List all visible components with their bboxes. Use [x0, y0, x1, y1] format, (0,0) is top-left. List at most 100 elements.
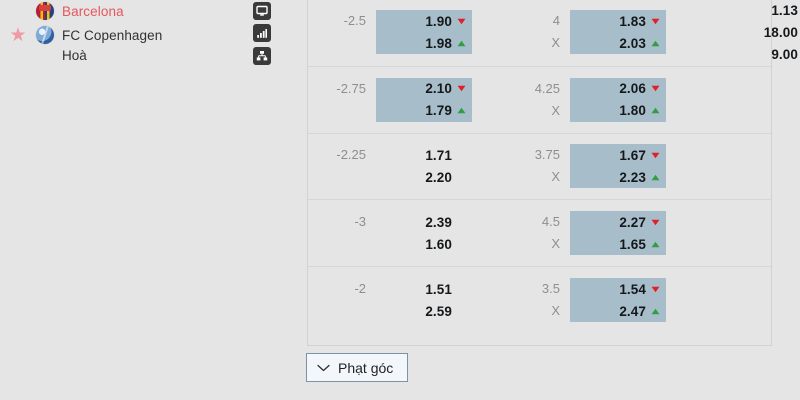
handicap-selection-1[interactable]: 1.90 — [376, 10, 472, 32]
handicap-line-labels: -2.75 — [330, 78, 366, 122]
arrow-down-icon — [651, 85, 660, 92]
chevron-down-icon — [317, 364, 330, 371]
total-odds-value: 1.65 — [619, 236, 646, 252]
odds-table-row: -2.25 1.71 2.20 3.75 X 1.67 2.23 — [308, 132, 771, 200]
handicap-line-spacer — [330, 300, 366, 322]
handicap-selection-2[interactable]: 2.59 — [376, 300, 472, 322]
arrow-up-icon — [457, 107, 466, 114]
moneyline-odds-value: 18.00 — [763, 24, 798, 40]
total-selection-1[interactable]: 1.83 — [570, 10, 666, 32]
handicap-odds-value: 2.20 — [425, 169, 452, 185]
total-odds-block: 1.54 2.47 — [570, 278, 666, 323]
favorite-star-button[interactable]: ★ — [0, 26, 36, 45]
handicap-odds-value: 1.60 — [425, 236, 452, 252]
total-selection-1[interactable]: 2.27 — [570, 211, 666, 233]
total-market-group: 4.5 X 2.27 1.65 — [530, 211, 666, 256]
handicap-odds-block: 2.10 1.79 — [376, 77, 472, 122]
total-selection-2[interactable]: 2.23 — [570, 166, 666, 188]
total-selection-1[interactable]: 1.67 — [570, 144, 666, 166]
total-odds-value: 2.27 — [619, 214, 646, 230]
home-team-name: Barcelona — [62, 3, 124, 19]
handicap-odds-block: 2.39 1.60 — [376, 211, 472, 255]
total-odds-value: 1.80 — [619, 103, 646, 119]
handicap-odds-block: 1.71 2.20 — [376, 144, 472, 188]
statistics-icon[interactable] — [253, 24, 271, 42]
moneyline-selection-2[interactable]: 18.00 — [736, 21, 800, 43]
fc-copenhagen-crest-icon — [36, 26, 54, 44]
total-odds-value: 2.23 — [619, 169, 646, 185]
handicap-selection-2[interactable]: 1.60 — [376, 233, 472, 255]
arrow-down-icon — [651, 219, 660, 225]
home-team-row[interactable]: Barcelona — [0, 0, 124, 22]
handicap-odds-value: 1.51 — [425, 281, 452, 297]
away-team-row[interactable]: ★ FC Copenhagen — [0, 24, 163, 46]
handicap-market-group: -3 2.39 1.60 — [330, 211, 472, 255]
handicap-selection-1[interactable]: 1.51 — [376, 278, 472, 300]
total-selection-2[interactable]: 2.47 — [570, 300, 666, 322]
handicap-line-value: -2 — [354, 281, 366, 297]
total-odds-value: 2.03 — [619, 35, 646, 51]
handicap-odds-value: 1.71 — [425, 147, 452, 163]
handicap-line-spacer — [330, 100, 366, 122]
total-over-line-value: 4.5 — [541, 214, 560, 230]
handicap-market-group: -2.75 2.10 1.79 — [330, 77, 472, 122]
total-line-labels: 3.75 X — [530, 144, 560, 188]
total-selection-2[interactable]: 2.03 — [570, 32, 666, 54]
handicap-line-spacer — [330, 166, 366, 188]
total-under-line-value: X — [551, 102, 560, 118]
media-icons-group — [253, 2, 297, 69]
handicap-market-group: -2 1.51 2.59 — [330, 278, 472, 322]
handicap-line-spacer — [330, 233, 366, 255]
total-selection-1[interactable]: 1.54 — [570, 278, 666, 300]
handicap-selection-1[interactable]: 2.39 — [376, 211, 472, 233]
live-stream-icon[interactable] — [253, 2, 271, 20]
handicap-line-value: -3 — [354, 214, 366, 230]
handicap-line-labels: -3 — [330, 211, 366, 255]
arrow-down-icon — [457, 18, 466, 25]
handicap-odds-value: 1.90 — [425, 13, 452, 29]
handicap-odds-value: 2.59 — [425, 303, 452, 319]
arrow-up-icon — [651, 107, 660, 114]
handicap-selection-2[interactable]: 2.20 — [376, 166, 472, 188]
handicap-odds-block: 1.51 2.59 — [376, 278, 472, 322]
moneyline-selection-3[interactable]: 9.00 — [736, 43, 800, 65]
handicap-market-group: -2.5 1.90 1.98 — [330, 10, 472, 55]
draw-label: Hoà — [62, 48, 87, 63]
arrow-down-icon — [651, 152, 660, 159]
handicap-line-spacer — [330, 32, 366, 54]
total-odds-block: 2.06 1.80 — [570, 77, 666, 122]
arrow-down-icon — [651, 18, 660, 25]
arrow-up-icon — [651, 174, 660, 181]
arrow-up-icon — [651, 40, 660, 47]
total-over-line-value: 3.5 — [541, 281, 560, 297]
total-odds-value: 2.47 — [619, 303, 646, 319]
corners-market-expander[interactable]: Phạt góc — [306, 353, 409, 382]
total-selection-1[interactable]: 2.06 — [570, 78, 666, 100]
total-selection-2[interactable]: 1.80 — [570, 100, 666, 122]
total-selection-2[interactable]: 1.65 — [570, 233, 666, 255]
odds-table-row: -2 1.51 2.59 3.5 X 1.54 2.47 — [308, 266, 771, 333]
total-over-line-value: 3.75 — [534, 147, 560, 163]
arrow-up-icon — [651, 241, 660, 247]
handicap-odds-value: 1.79 — [425, 103, 452, 119]
odds-table-row: -2.5 1.90 1.98 4 X 1.83 2.03 1.13 18.00 9.00 — [308, 0, 798, 66]
handicap-line-labels: -2.5 — [330, 10, 366, 54]
total-odds-block: 1.67 2.23 — [570, 144, 666, 189]
total-odds-block: 2.27 1.65 — [570, 211, 666, 256]
lineups-icon[interactable] — [253, 47, 271, 65]
total-under-line-value: X — [551, 303, 560, 319]
total-odds-value: 1.67 — [619, 147, 646, 163]
total-market-group: 3.75 X 1.67 2.23 — [530, 144, 666, 189]
handicap-selection-1[interactable]: 1.71 — [376, 144, 472, 166]
moneyline-market-group: 1.13 18.00 9.00 — [726, 0, 800, 65]
handicap-line-labels: -2.25 — [330, 144, 366, 188]
moneyline-selection-1[interactable]: 1.13 — [736, 0, 800, 21]
barcelona-crest-icon — [36, 2, 54, 20]
total-odds-value: 2.06 — [619, 81, 646, 97]
handicap-selection-1[interactable]: 2.10 — [376, 78, 472, 100]
handicap-odds-value: 2.39 — [425, 214, 452, 230]
total-line-labels: 3.5 X — [530, 278, 560, 322]
handicap-selection-2[interactable]: 1.79 — [376, 100, 472, 122]
handicap-selection-2[interactable]: 1.98 — [376, 32, 472, 54]
